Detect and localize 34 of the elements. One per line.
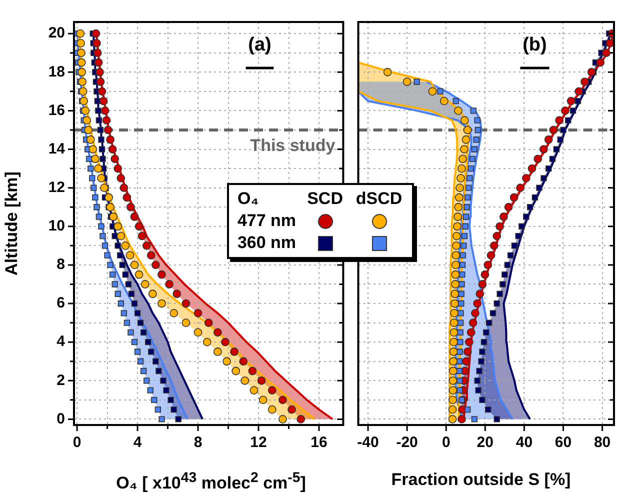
y-tick-label: 10: [48, 218, 65, 235]
legend-title: O₄: [237, 188, 260, 210]
x-tick-label: -40: [357, 434, 379, 452]
x-tick-label: 8: [194, 434, 202, 452]
y-tick-label: 14: [48, 140, 66, 158]
x-tick-label: -20: [396, 434, 418, 452]
x-tick-label: 0: [72, 434, 82, 452]
x-tick-label: 0: [442, 434, 450, 452]
y-tick-label: 12: [48, 178, 65, 196]
y-axis-title: Altitude [km]: [2, 172, 21, 276]
y-tick-label: 16: [48, 102, 65, 119]
annotation: 477 nm: [237, 210, 296, 232]
text: (b): [522, 34, 547, 56]
x-axis-title: O₄ [ x10$^{43}$ molec$^{2}$ cm$^{-5}$]: [115, 470, 307, 494]
x-tick-label: 80: [594, 434, 611, 452]
x-axis-title: Fraction outside S [%]: [390, 470, 572, 490]
y-tick-label: 20: [48, 24, 65, 42]
y-tick-label: 2: [56, 372, 65, 389]
x-tick-label: 16: [310, 434, 328, 452]
x-tick-label: 60: [554, 434, 572, 452]
y-tick-label: 6: [56, 294, 65, 312]
text: (a): [248, 34, 272, 56]
x-tick-label: 40: [516, 434, 533, 452]
y-tick-label: 8: [56, 256, 65, 274]
y-tick-label: 0: [56, 410, 65, 428]
x-tick-label: 20: [476, 434, 494, 452]
annotation: SCD: [306, 188, 344, 210]
x-tick-label: 12: [250, 434, 267, 452]
ref-line-label: This study: [250, 136, 336, 156]
x-tick-label: 4: [133, 434, 142, 452]
y-tick-label: 4: [56, 333, 66, 350]
annotation: 360 nm: [237, 232, 296, 254]
annotation: dSCD: [354, 188, 404, 210]
y-tick-label: 18: [48, 63, 65, 80]
